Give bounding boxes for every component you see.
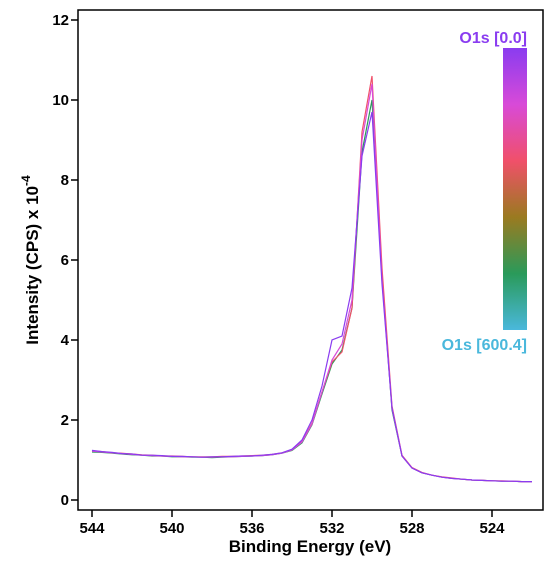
y-tick-label: 4 (61, 332, 70, 349)
plot-frame (77, 9, 544, 511)
y-tick-label: 8 (61, 172, 69, 189)
x-tick-label: 540 (159, 520, 184, 537)
y-tick-label: 6 (61, 252, 69, 269)
y-axis-label-exponent: -4 (19, 175, 33, 186)
y-axis-label: Intensity (CPS) x 10-4 (19, 175, 42, 345)
y-axis-label-base: Intensity (CPS) x 10 (23, 186, 42, 345)
x-tick-label: 524 (479, 520, 505, 537)
x-tick-label: 528 (399, 520, 424, 537)
series-line (91, 111, 532, 483)
y-tick-label: 0 (61, 492, 69, 509)
x-tick-label: 536 (239, 520, 264, 537)
y-tick-label: 2 (61, 412, 69, 429)
y-tick-label: 12 (52, 12, 69, 29)
x-tick-label: 532 (319, 520, 344, 537)
x-tick-label: 544 (79, 520, 105, 537)
y-tick-label: 10 (52, 92, 69, 109)
colorbar (503, 48, 527, 330)
colorbar-top-label: O1s [0.0] (459, 30, 527, 47)
colorbar-bottom-label: O1s [600.4] (442, 337, 527, 354)
x-axis-label: Binding Energy (eV) (229, 537, 391, 556)
